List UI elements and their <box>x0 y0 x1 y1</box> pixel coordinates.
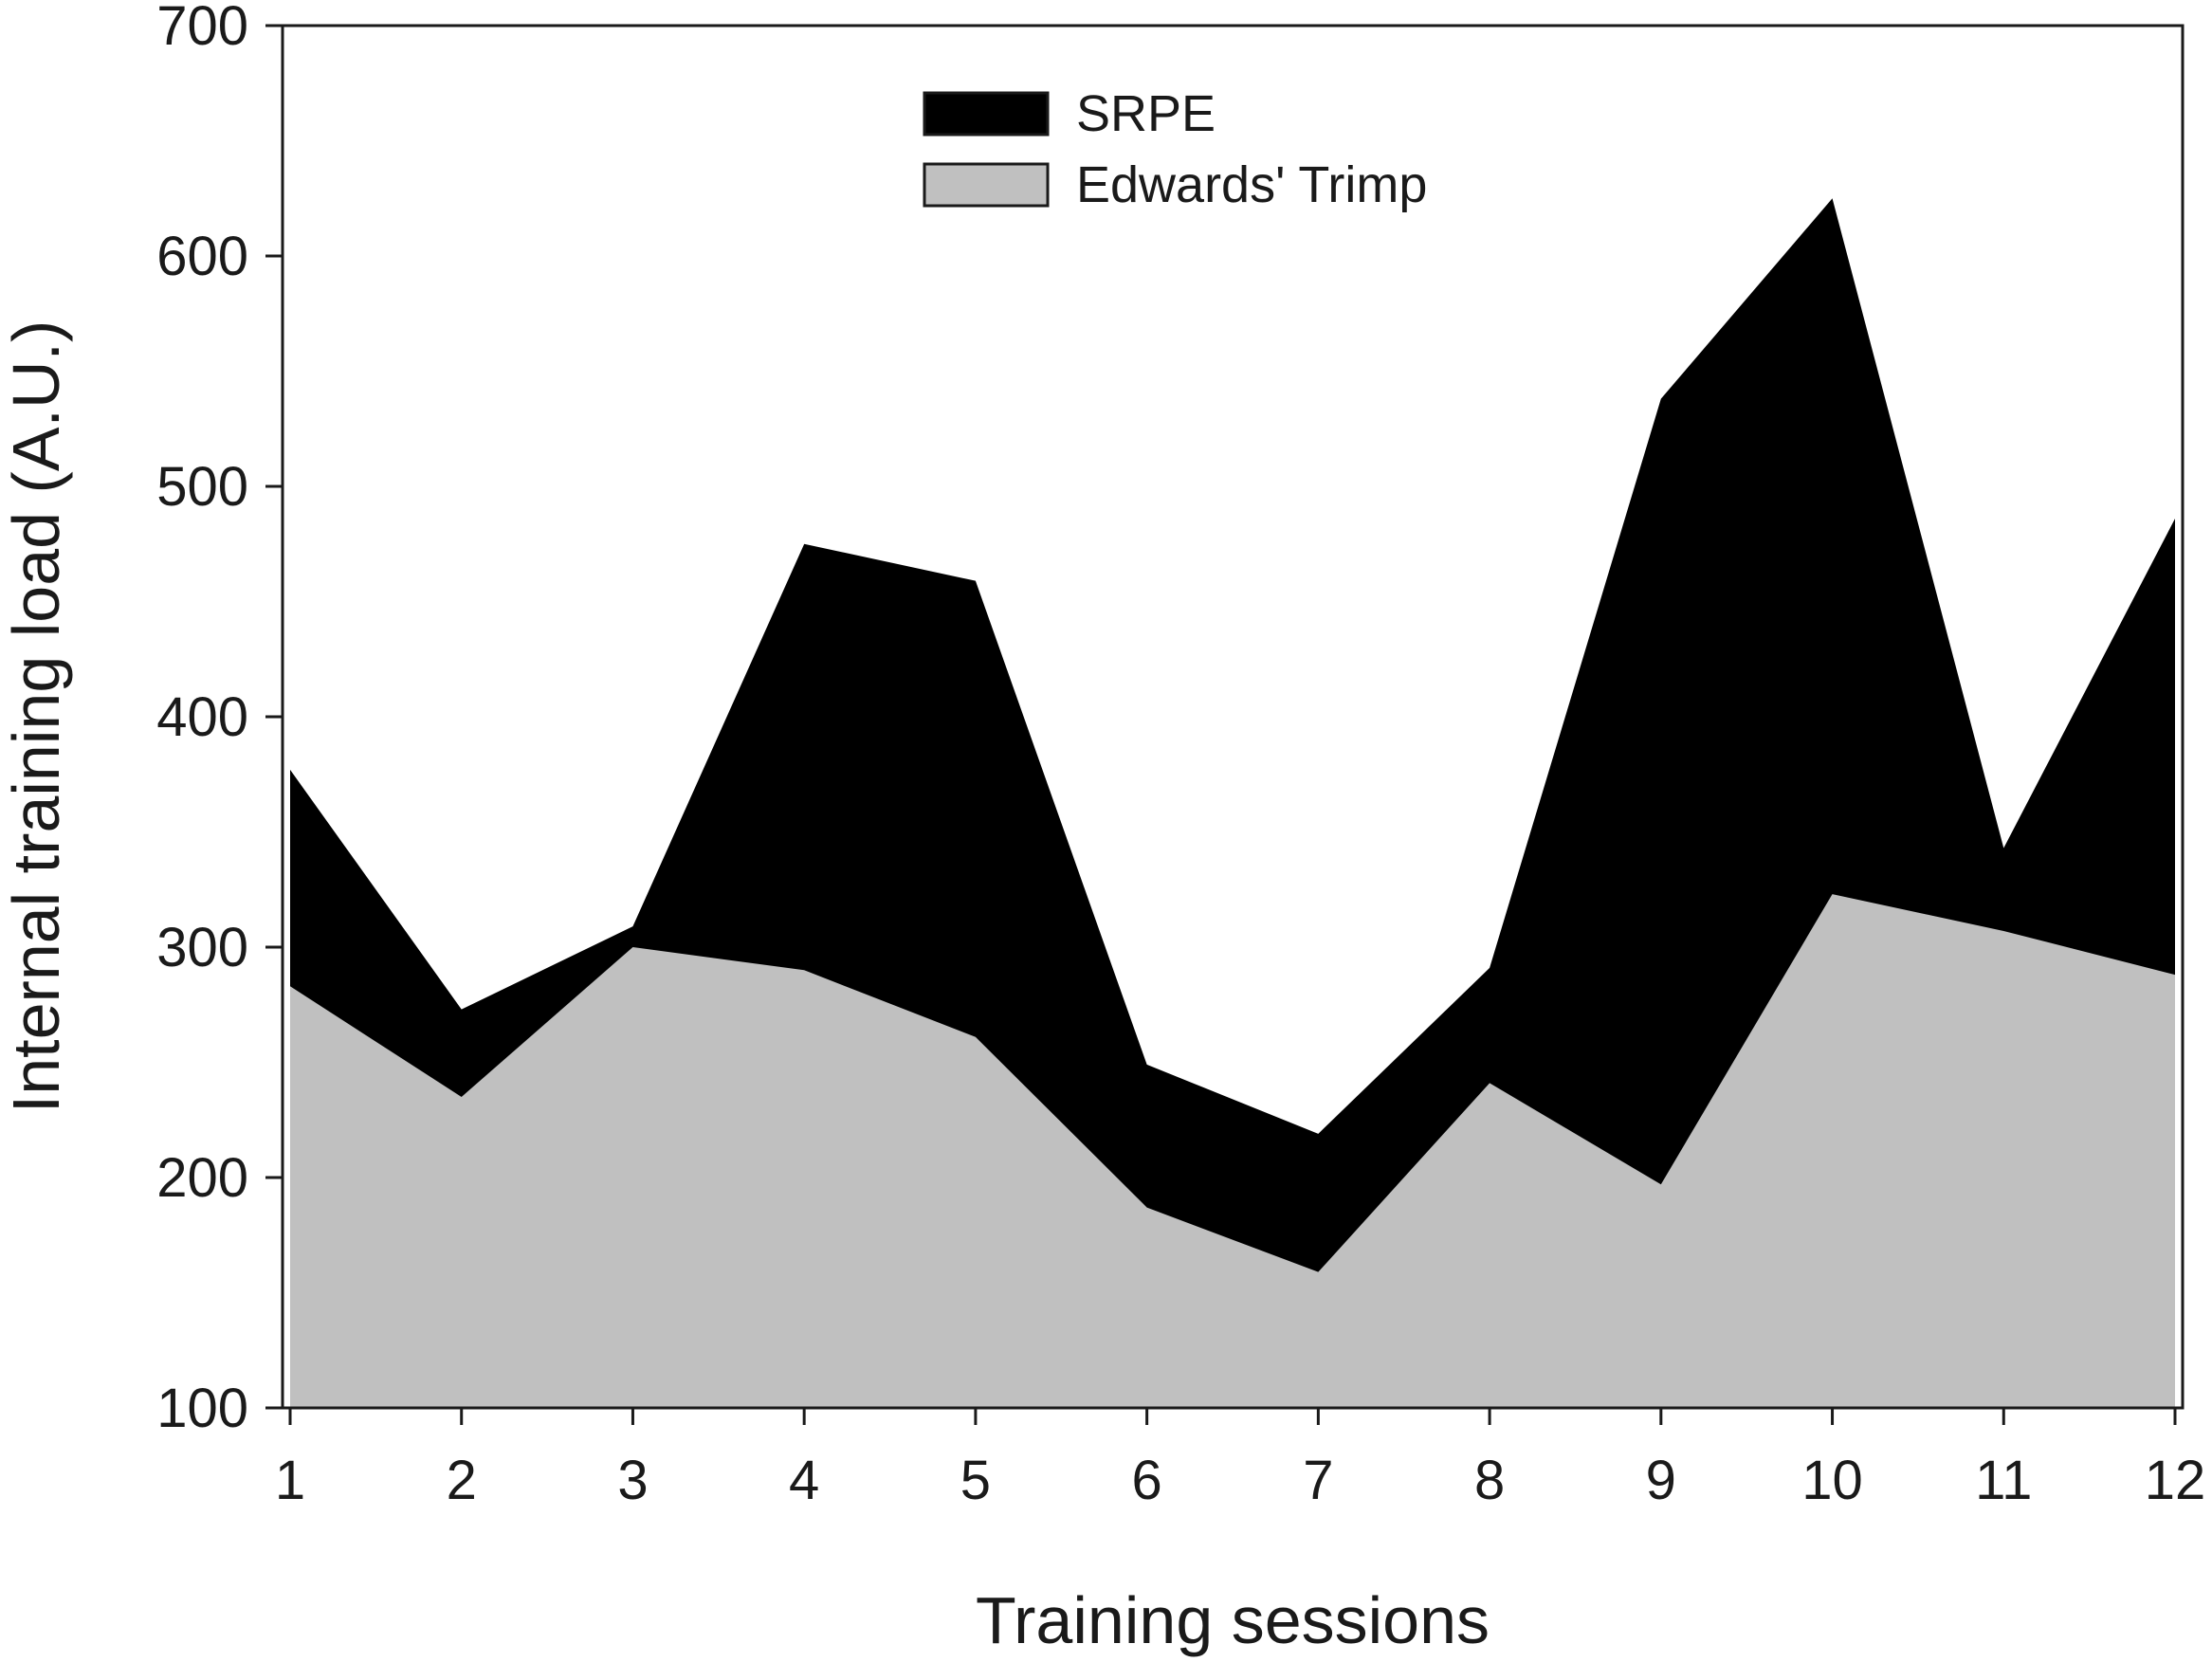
y-tick-label: 400 <box>156 686 248 748</box>
y-tick-label: 300 <box>156 917 248 978</box>
y-tick-label: 100 <box>156 1378 248 1439</box>
x-tick-label: 6 <box>1132 1450 1162 1511</box>
x-tick-label: 2 <box>447 1450 477 1511</box>
x-tick-label: 9 <box>1646 1450 1676 1511</box>
y-tick-label: 500 <box>156 456 248 518</box>
y-tick-label: 600 <box>156 226 248 287</box>
x-tick-label: 12 <box>2145 1450 2206 1511</box>
x-tick-label: 3 <box>617 1450 648 1511</box>
legend-label: Edwards' Trimp <box>1076 156 1427 213</box>
x-tick-label: 8 <box>1474 1450 1505 1511</box>
area-series-edwards-trimp <box>290 894 2175 1408</box>
legend-swatch <box>923 91 1050 137</box>
y-tick-label: 700 <box>156 0 248 57</box>
y-tick-label: 200 <box>156 1147 248 1209</box>
x-tick-label: 10 <box>1801 1450 1863 1511</box>
x-axis-title: Training sessions <box>976 1583 1490 1657</box>
x-tick-label: 5 <box>960 1450 991 1511</box>
x-tick-label: 4 <box>789 1450 819 1511</box>
x-tick-label: 1 <box>275 1450 305 1511</box>
legend-label: SRPE <box>1076 85 1216 142</box>
y-axis-title: Internal training load (A.U.) <box>0 320 73 1114</box>
x-tick-label: 7 <box>1303 1450 1333 1511</box>
x-tick-label: 11 <box>1975 1450 2032 1511</box>
legend-swatch <box>923 162 1050 208</box>
